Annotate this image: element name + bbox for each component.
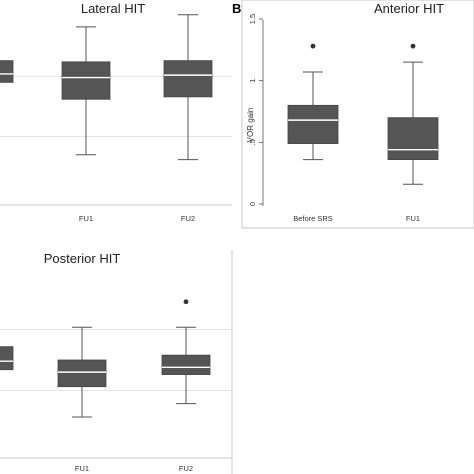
y-tick-label: 0 (248, 202, 257, 206)
outlier-point (410, 43, 416, 49)
box-iqr (61, 61, 111, 100)
anterior-y-axis-label: VOR gain (246, 108, 255, 143)
box-iqr (0, 346, 14, 371)
box-iqr (57, 359, 107, 388)
outlier-point (310, 43, 316, 49)
x-tick-label: FU1 (406, 214, 420, 223)
x-tick-label: Before SRS (293, 214, 333, 223)
x-tick-label: FU2 (179, 464, 193, 473)
y-tick-label: .5 (248, 139, 257, 145)
x-tick-label: FU1 (79, 214, 93, 223)
y-tick-label: 1.5 (248, 14, 257, 24)
posterior-title: Posterior HIT (44, 251, 121, 266)
box-iqr (0, 60, 14, 83)
box-iqr (387, 117, 439, 160)
anterior-frame (241, 0, 474, 229)
panel-anterior: B Anterior HIT VOR gain 0 .5 1 1.5 Before SR… (232, 0, 474, 229)
panel-lateral: Lateral HIT SRSFU1FU2 (0, 1, 232, 223)
x-tick-label: FU1 (75, 464, 89, 473)
box-iqr (163, 60, 213, 98)
box-iqr (161, 354, 211, 375)
y-tick-label: 1 (248, 79, 257, 83)
lateral-plot: SRSFU1FU2 (0, 14, 232, 223)
anterior-title: Anterior HIT (374, 1, 444, 16)
anterior-plot: 0 .5 1 1.5 Before SRS FU1 (248, 14, 439, 223)
lateral-title: Lateral HIT (81, 1, 145, 16)
posterior-plot: SFU1FU2 (0, 299, 232, 473)
box-iqr (287, 104, 339, 144)
x-tick-label: FU2 (181, 214, 195, 223)
panel-label-b: B (232, 1, 241, 16)
outlier-point (183, 299, 189, 305)
panel-posterior: Posterior HIT SFU1FU2 (0, 250, 233, 474)
